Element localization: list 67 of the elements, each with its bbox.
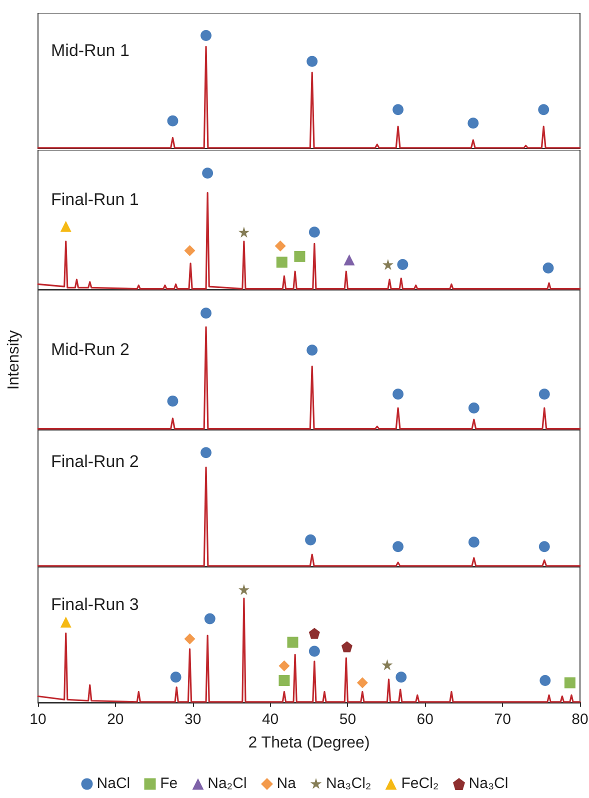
text: Mid-Run 2 bbox=[51, 340, 130, 359]
x-tick-label: 60 bbox=[416, 711, 434, 728]
point bbox=[382, 259, 394, 270]
x-tick-label: 50 bbox=[339, 711, 356, 728]
legend-label: Fe bbox=[160, 775, 178, 792]
point bbox=[278, 660, 290, 672]
point bbox=[397, 259, 408, 270]
point bbox=[341, 641, 352, 652]
x-tick-label: 30 bbox=[184, 711, 202, 728]
x-tick-label: 20 bbox=[107, 711, 124, 728]
legend-label: FeCl₂ bbox=[401, 775, 439, 792]
point bbox=[344, 254, 355, 266]
chart-title: Final-Run 2 bbox=[51, 452, 139, 471]
point bbox=[60, 220, 72, 232]
point bbox=[204, 613, 216, 624]
point bbox=[308, 628, 320, 639]
point bbox=[200, 308, 212, 319]
point bbox=[538, 388, 550, 400]
text: Na₂Cl bbox=[208, 775, 247, 792]
point bbox=[278, 675, 290, 686]
x-tick-label: 10 bbox=[30, 711, 46, 728]
point bbox=[276, 256, 288, 268]
point bbox=[184, 245, 196, 256]
point bbox=[538, 104, 550, 116]
point bbox=[170, 672, 182, 683]
point bbox=[294, 250, 306, 262]
x-tick-label: 70 bbox=[494, 711, 511, 728]
x-axis-title: 2 Theta (Degree) bbox=[248, 734, 370, 752]
text: Final-Run 1 bbox=[51, 190, 139, 209]
point bbox=[274, 240, 286, 252]
x-tick-label: 80 bbox=[572, 711, 588, 728]
point bbox=[200, 447, 212, 458]
point bbox=[308, 646, 320, 657]
point bbox=[382, 659, 393, 670]
point bbox=[392, 541, 404, 552]
point bbox=[184, 633, 196, 644]
point bbox=[540, 675, 551, 686]
x-tick-label: 40 bbox=[262, 711, 279, 728]
chart-title: Final-Run 3 bbox=[51, 595, 139, 614]
point bbox=[392, 104, 404, 116]
chart-title: Mid-Run 1 bbox=[51, 41, 130, 60]
legend-label: NaCl bbox=[96, 775, 130, 792]
legend-label: Na₃Cl₂ bbox=[326, 775, 372, 792]
point bbox=[200, 30, 212, 41]
point bbox=[202, 168, 214, 179]
legend-label: Na₃Cl bbox=[468, 775, 508, 792]
point bbox=[167, 396, 178, 407]
point bbox=[308, 226, 320, 238]
point bbox=[468, 402, 480, 414]
point bbox=[306, 56, 318, 67]
point bbox=[564, 677, 576, 688]
point bbox=[538, 541, 550, 552]
point bbox=[238, 226, 250, 238]
point bbox=[60, 616, 72, 628]
point bbox=[468, 118, 479, 129]
point bbox=[468, 536, 480, 548]
point bbox=[305, 534, 316, 546]
y-axis-title: Intensity bbox=[6, 330, 22, 390]
point bbox=[396, 672, 407, 683]
point bbox=[542, 262, 554, 274]
point bbox=[167, 115, 178, 126]
point bbox=[238, 584, 250, 595]
legend-label: Na bbox=[276, 775, 296, 792]
point bbox=[392, 388, 404, 400]
point bbox=[287, 636, 298, 648]
point bbox=[356, 677, 368, 688]
point bbox=[306, 344, 318, 356]
